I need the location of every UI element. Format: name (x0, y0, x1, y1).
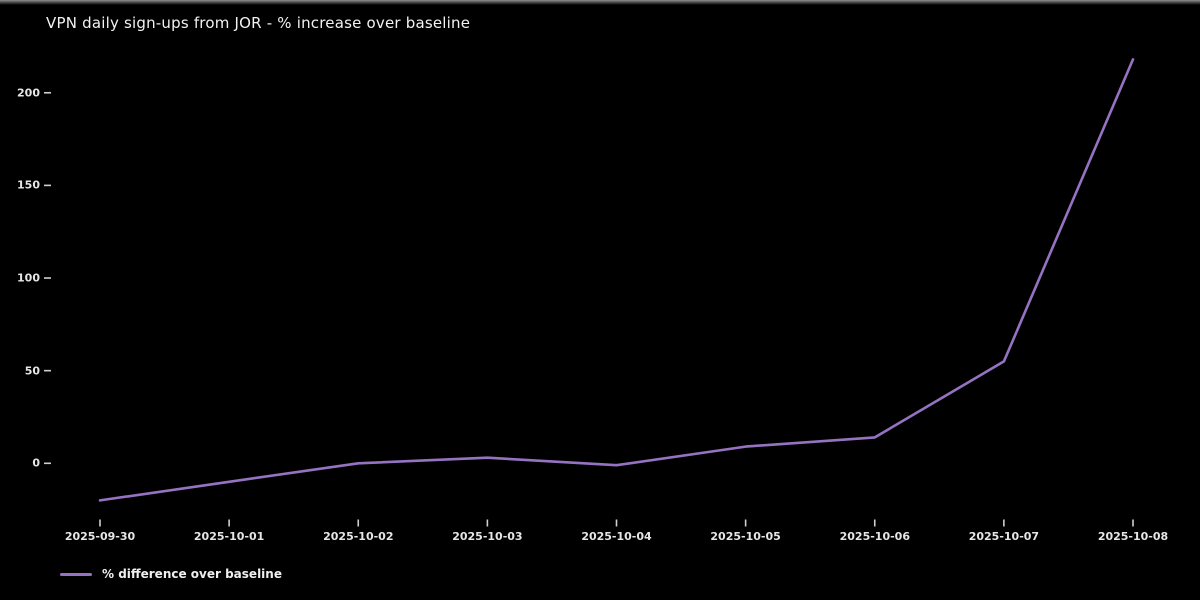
y-tick-label: 200 (17, 86, 40, 100)
x-tick-label: 2025-10-06 (839, 530, 910, 543)
x-tick-label: 2025-09-30 (64, 530, 136, 543)
chart-title: VPN daily sign-ups from JOR - % increase… (46, 14, 471, 32)
y-tick-label: 0 (32, 456, 40, 470)
legend: % difference over baseline (60, 567, 282, 581)
x-tick-label: 2025-10-07 (968, 530, 1040, 543)
series-line-percent-difference (98, 58, 1135, 502)
legend-label: % difference over baseline (102, 567, 282, 581)
y-tick-label: 150 (17, 178, 40, 192)
x-tick-label: 2025-10-05 (710, 530, 781, 543)
x-tick-label: 2025-10-01 (193, 530, 265, 543)
axis-tick-marks (44, 91, 1134, 527)
y-tick-label: 100 (17, 271, 40, 285)
x-tick-label: 2025-10-08 (1097, 530, 1169, 543)
legend-line-swatch (60, 572, 92, 576)
window-top-edge (0, 0, 1200, 5)
y-tick-label: 50 (24, 364, 40, 378)
x-tick-label: 2025-10-04 (581, 530, 652, 543)
x-tick-label: 2025-10-03 (452, 530, 523, 543)
x-tick-label: 2025-10-02 (323, 530, 394, 543)
